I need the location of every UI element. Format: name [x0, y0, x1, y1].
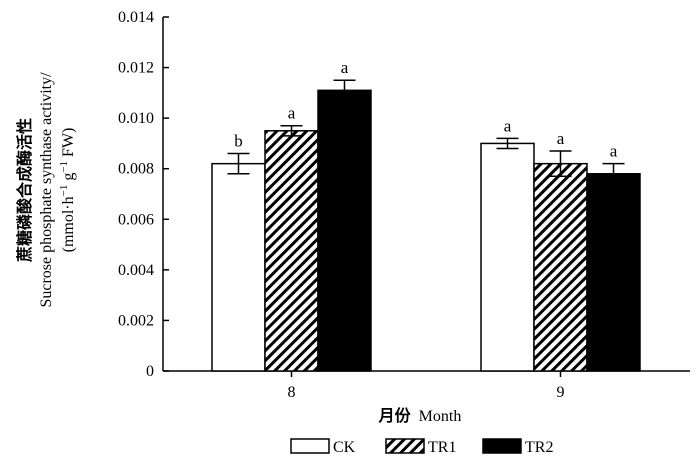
bar-tr2-8	[317, 89, 372, 372]
bar-ck-9	[480, 142, 535, 372]
x-tick-label: 8	[288, 384, 296, 401]
bar-tr1-8	[264, 130, 319, 372]
y-axis-title-en: Sucrose phosphate synthase activity/	[38, 72, 55, 308]
significance-letter: a	[341, 58, 349, 77]
y-tick-label: 0.012	[118, 60, 154, 77]
y-unit-mid: g	[60, 173, 77, 185]
x-tick-label: 9	[557, 384, 565, 401]
y-tick-label: 0.006	[118, 211, 154, 228]
y-tick-label: 0.010	[118, 110, 154, 127]
bar-tr2-9	[586, 173, 641, 372]
significance-letter: a	[610, 142, 618, 161]
y-unit-sup2: −1	[58, 161, 70, 173]
legend-label-tr1: TR1	[428, 439, 456, 456]
x-axis-title: 月份 Month	[378, 406, 462, 425]
legend: CK TR1 TR2	[290, 438, 553, 456]
x-axis-title-en: Month	[419, 408, 462, 425]
y-ticks: 0 0.002 0.004 0.006 0.008 0.010 0.012 0.014	[118, 9, 169, 380]
significance-letter: a	[288, 104, 296, 123]
legend-swatch-tr2	[482, 438, 522, 454]
bar-ck-8	[211, 162, 266, 372]
y-axis-unit-group: (mmol·h−1 g−1 FW)	[58, 128, 77, 253]
y-tick-label: 0	[146, 363, 154, 380]
bars: b a a a a a	[211, 58, 641, 372]
y-unit-prefix: (mmol·h	[60, 196, 77, 252]
legend-swatch-ck	[290, 438, 330, 454]
y-unit-sup1: −1	[58, 185, 70, 197]
y-unit-suffix: FW)	[60, 128, 77, 161]
x-axis-title-cn: 月份	[378, 406, 412, 425]
y-axis-title: 蔗糖磷酸合成酶活性	[15, 118, 34, 263]
y-axis-title-cn: 蔗糖磷酸合成酶活性	[15, 118, 34, 263]
legend-swatch-tr1	[385, 438, 425, 454]
legend-label-tr2: TR2	[525, 439, 553, 456]
y-tick-label: 0.004	[118, 262, 154, 279]
legend-label-ck: CK	[333, 439, 356, 456]
y-tick-label: 0.002	[118, 312, 154, 329]
y-axis-unit: (mmol·h−1 g−1 FW)	[58, 128, 77, 253]
significance-letter: a	[504, 116, 512, 135]
significance-letter: a	[557, 129, 565, 148]
bar-tr1-9	[533, 162, 588, 372]
y-axis-title-en-group: Sucrose phosphate synthase activity/	[38, 72, 55, 308]
y-tick-label: 0.008	[118, 161, 154, 178]
y-tick-label: 0.014	[118, 9, 154, 26]
significance-letter: b	[234, 132, 243, 151]
